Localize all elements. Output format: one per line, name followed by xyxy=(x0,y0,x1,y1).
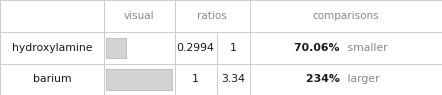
Text: hydroxylamine: hydroxylamine xyxy=(11,43,92,53)
Bar xyxy=(106,38,126,58)
Text: ratios: ratios xyxy=(197,11,227,21)
Text: visual: visual xyxy=(124,11,155,21)
Text: 1: 1 xyxy=(230,43,236,53)
Text: 3.34: 3.34 xyxy=(221,74,245,84)
Text: 1: 1 xyxy=(192,74,199,84)
Text: 0.2994: 0.2994 xyxy=(177,43,214,53)
Text: barium: barium xyxy=(33,74,71,84)
Text: 234%: 234% xyxy=(306,74,344,84)
Text: comparisons: comparisons xyxy=(312,11,379,21)
Text: 70.06%: 70.06% xyxy=(294,43,344,53)
Text: larger: larger xyxy=(344,74,379,84)
Text: smaller: smaller xyxy=(344,43,387,53)
Bar xyxy=(106,69,172,90)
